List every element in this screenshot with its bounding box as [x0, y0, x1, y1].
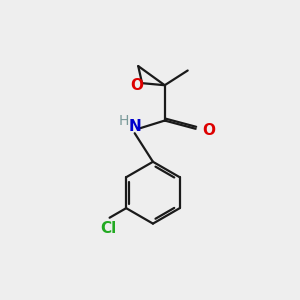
Text: O: O: [130, 78, 143, 93]
Text: H: H: [118, 114, 129, 128]
Text: Cl: Cl: [100, 221, 116, 236]
Text: N: N: [128, 119, 141, 134]
Text: O: O: [202, 123, 215, 138]
